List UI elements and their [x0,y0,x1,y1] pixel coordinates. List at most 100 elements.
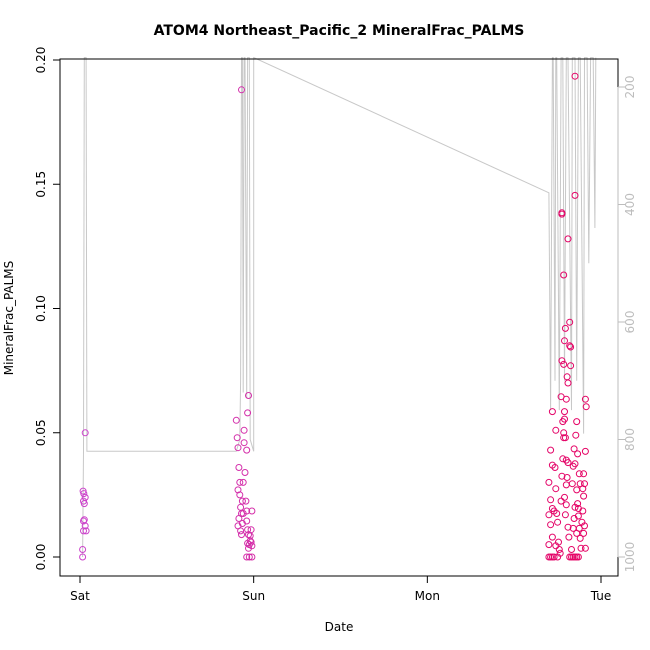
data-point-0-17 [236,478,244,486]
data-point-0-85 [558,357,566,365]
data-point-0-108 [561,493,568,501]
data-point-0-65 [547,496,555,504]
data-point-0-28 [238,497,246,505]
data-point-0-141 [581,522,588,530]
data-point-0-90 [564,379,572,387]
data-point-0-49 [247,526,255,534]
data-point-0-52 [245,392,252,399]
data-point-0-46 [248,553,256,561]
data-point-0-139 [580,529,588,537]
y-axis-label: MineralFrac_PALMS [2,261,16,376]
data-point-0-91 [562,395,570,403]
x-tick-label-3: Tue [590,589,612,603]
data-point-0-111 [564,523,572,531]
data-point-0-81 [559,455,567,463]
data-point-0-12 [81,429,89,437]
data-point-0-106 [563,474,571,481]
data-point-0-126 [571,460,579,468]
data-point-0-47 [248,542,256,550]
data-point-0-74 [554,518,562,526]
data-point-0-24 [237,527,245,535]
data-point-0-72 [552,485,560,493]
data-point-0-19 [236,491,244,499]
data-point-0-136 [580,492,588,500]
data-point-0-127 [573,486,581,494]
data-point-0-86 [560,360,568,368]
data-points-layer [79,72,590,561]
y-tick-label-0: 0.00 [34,544,48,571]
data-point-0-11 [82,527,90,535]
x-tick-label-2: Mon [415,589,440,603]
data-point-0-29 [239,478,247,486]
data-point-0-41 [246,537,254,545]
y-tick-label-2: 0.10 [34,295,48,322]
data-point-0-119 [568,546,575,553]
data-point-0-145 [582,403,590,411]
data-point-0-59 [545,541,553,549]
data-point-0-94 [567,343,575,351]
data-point-0-32 [241,469,249,476]
y-right-tick-label-1: 400 [623,193,637,216]
data-point-0-125 [570,445,578,453]
data-point-0-15 [234,444,242,452]
data-point-0-71 [551,464,559,471]
data-point-0-48 [248,507,256,515]
data-point-0-35 [243,517,251,525]
data-point-0-110 [562,501,570,509]
data-point-0-88 [561,324,569,332]
data-point-0-1 [79,546,87,553]
data-point-0-76 [555,546,563,553]
data-point-0-77 [556,549,564,557]
y-right-tick-label-3: 800 [623,428,637,451]
data-point-0-123 [568,480,576,488]
data-point-0-153 [573,418,581,426]
data-point-0-149 [576,480,584,488]
data-point-0-133 [573,529,581,537]
data-point-0-132 [577,544,585,552]
x-axis: Sat Sun Mon Tue [70,575,612,603]
data-point-0-20 [237,503,245,511]
data-point-0-118 [574,553,582,561]
data-point-0-3 [80,517,87,525]
data-point-0-138 [581,447,589,455]
data-point-0-146 [571,72,579,80]
data-point-0-144 [581,395,589,403]
data-point-0-10 [81,522,89,530]
data-point-0-140 [581,544,589,552]
data-point-0-68 [547,446,555,454]
data-point-0-53 [238,86,245,94]
data-point-0-137 [581,480,588,488]
data-point-0-60 [548,533,556,541]
data-point-0-6 [79,487,87,495]
data-point-0-57 [550,553,558,561]
y-right-tick-label-2: 600 [623,311,637,334]
data-point-0-131 [576,534,584,542]
y-axis: 0.00 0.05 0.10 0.15 0.20 [34,47,61,571]
data-point-0-151 [574,450,582,458]
data-point-0-61 [547,521,555,529]
y-axis-right: 200 400 600 800 1000 [617,76,637,572]
data-point-0-105 [564,459,572,467]
data-point-0-73 [553,510,561,517]
data-point-0-69 [548,408,556,416]
data-point-0-148 [574,505,582,512]
chart-title: ATOM4 Northeast_Pacific_2 MineralFrac_PA… [154,23,525,39]
data-point-0-93 [566,318,574,326]
data-point-0-30 [240,439,248,447]
data-point-0-50 [243,446,251,454]
data-point-0-128 [574,500,582,508]
x-tick-label-1: Sun [242,589,265,603]
data-point-0-66 [545,478,553,486]
data-point-0-99 [560,271,568,279]
data-point-0-102 [560,429,568,437]
data-point-0-70 [552,426,560,434]
background-line [82,56,597,558]
x-axis-label: Date [325,620,354,634]
data-point-0-109 [561,511,569,519]
y-tick-label-1: 0.05 [34,419,48,446]
data-point-0-143 [580,470,588,478]
data-point-0-31 [240,426,248,434]
data-point-0-13 [232,416,240,424]
data-point-0-112 [565,533,573,541]
